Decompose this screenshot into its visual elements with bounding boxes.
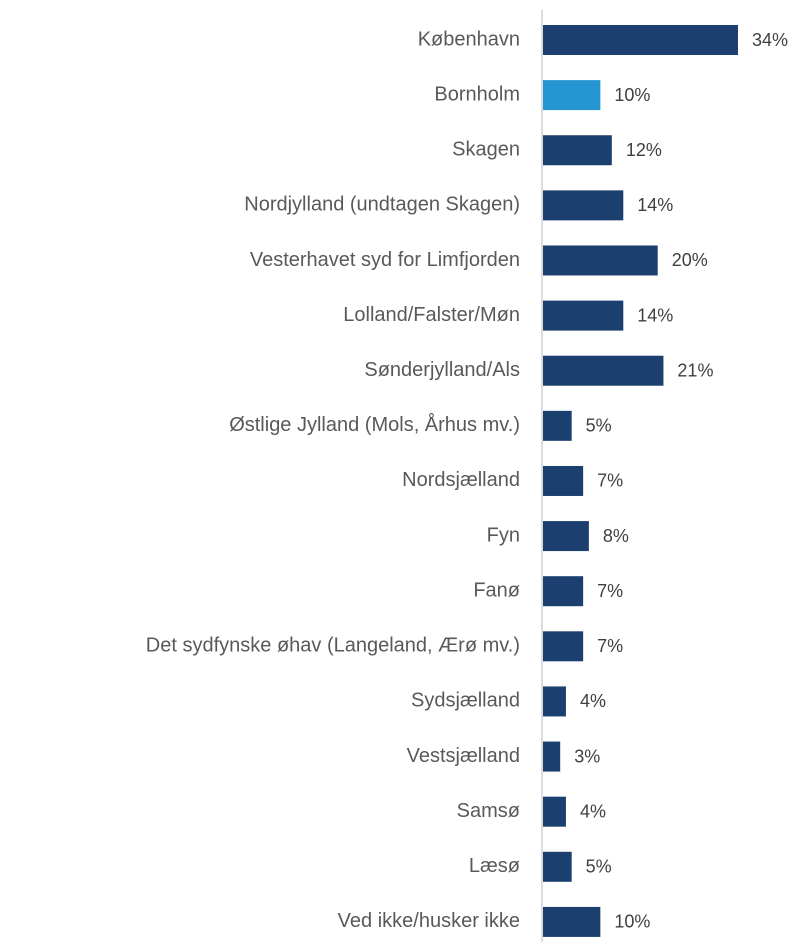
data-label: 3% [574,746,600,766]
bar [543,521,589,552]
bar [543,465,584,496]
category-label: Skagen [452,139,520,161]
category-label: København [418,28,520,50]
data-label: 4% [580,691,606,711]
category-label: Vestsjælland [407,745,520,767]
data-label: 12% [626,140,662,160]
bar [543,190,624,221]
bar [543,851,572,882]
data-label: 4% [580,801,606,821]
category-label: Samsø [457,800,520,822]
bar [543,796,566,827]
data-label: 5% [586,857,612,877]
data-label: 34% [752,30,788,50]
bar [543,686,566,717]
category-label: Bornholm [434,83,520,105]
category-label: Lolland/Falster/Møn [343,304,520,326]
data-label: 7% [597,636,623,656]
data-label: 14% [637,305,673,325]
category-label: Nordsjælland [402,469,520,491]
data-label: 21% [677,360,713,380]
category-label: Sydsjælland [411,690,520,712]
category-label: Fyn [487,524,520,546]
bar [543,80,601,111]
data-label: 5% [586,416,612,436]
bar [543,576,584,607]
category-label: Fanø [473,579,520,601]
bar [543,741,561,772]
data-label: 14% [637,195,673,215]
bar [543,906,601,937]
bar [543,410,572,441]
data-label: 10% [614,912,650,932]
category-label: Sønderjylland/Als [364,359,520,381]
category-label: Vesterhavet syd for Limfjorden [250,249,520,271]
bar [543,300,624,331]
bar [543,135,612,166]
data-label: 20% [672,250,708,270]
bar [543,631,584,662]
bar [543,25,738,55]
data-label: 8% [603,526,629,546]
category-label: Østlige Jylland (Mols, Århus mv.) [229,413,520,436]
data-label: 7% [597,471,623,491]
category-label: Det sydfynske øhav (Langeland, Ærø mv.) [146,635,520,657]
bar [543,245,658,276]
category-label: Læsø [469,855,520,877]
bar [543,355,664,386]
category-label: Nordjylland (undtagen Skagen) [244,194,520,216]
data-label: 7% [597,581,623,601]
category-label: Ved ikke/husker ikke [338,910,520,932]
data-label: 10% [614,85,650,105]
